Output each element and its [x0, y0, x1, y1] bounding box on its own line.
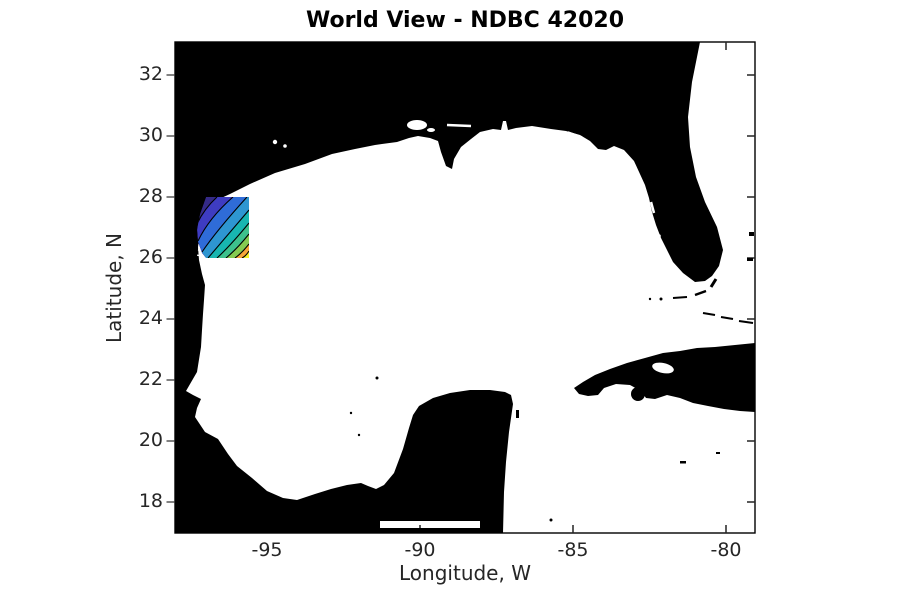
land-mainland	[175, 42, 723, 533]
x-axis-label: Longitude, W	[399, 561, 531, 585]
x-tick-label: -85	[557, 539, 589, 561]
gulf-of-mexico-map	[163, 30, 767, 545]
isla-de-la-juventud	[631, 387, 645, 401]
y-tick-label: 32	[138, 63, 163, 85]
y-tick-label: 18	[138, 490, 163, 512]
plot-title: World View - NDBC 42020	[305, 8, 625, 33]
y-axis-label: Latitude, N	[102, 233, 126, 343]
land-cuba	[574, 343, 755, 412]
small-islands	[349, 232, 754, 522]
tick-marks	[166, 42, 755, 533]
contour-patch	[197, 197, 249, 258]
y-tick-label: 24	[138, 307, 163, 329]
y-tick-label: 30	[138, 124, 163, 146]
y-tick-label: 22	[138, 368, 163, 390]
y-tick-label: 20	[138, 429, 163, 451]
y-tick-label: 26	[138, 246, 163, 268]
x-tick-label: -95	[251, 539, 283, 561]
axes-border	[174, 41, 756, 534]
x-tick-label: -80	[710, 539, 742, 561]
x-tick-label: -90	[404, 539, 436, 561]
y-tick-label: 28	[138, 185, 163, 207]
cuba-interior-water	[652, 362, 674, 374]
